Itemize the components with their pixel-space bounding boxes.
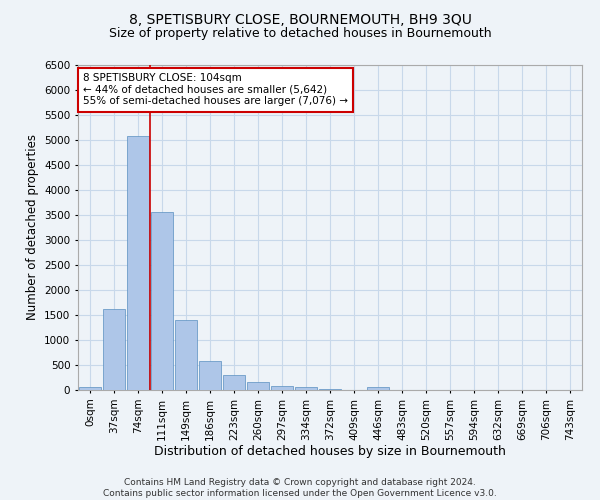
Bar xyxy=(223,375,245,390)
Bar xyxy=(319,389,341,390)
Bar xyxy=(103,309,125,390)
Bar xyxy=(175,320,197,390)
Bar xyxy=(247,382,269,390)
Bar xyxy=(151,212,173,390)
Y-axis label: Number of detached properties: Number of detached properties xyxy=(26,134,38,320)
Text: 8, SPETISBURY CLOSE, BOURNEMOUTH, BH9 3QU: 8, SPETISBURY CLOSE, BOURNEMOUTH, BH9 3Q… xyxy=(128,12,472,26)
Bar xyxy=(367,386,389,390)
X-axis label: Distribution of detached houses by size in Bournemouth: Distribution of detached houses by size … xyxy=(154,446,506,458)
Text: 8 SPETISBURY CLOSE: 104sqm
← 44% of detached houses are smaller (5,642)
55% of s: 8 SPETISBURY CLOSE: 104sqm ← 44% of deta… xyxy=(83,73,348,106)
Bar xyxy=(295,387,317,390)
Bar xyxy=(127,136,149,390)
Bar xyxy=(79,386,101,390)
Text: Size of property relative to detached houses in Bournemouth: Size of property relative to detached ho… xyxy=(109,28,491,40)
Bar xyxy=(271,386,293,390)
Bar xyxy=(199,360,221,390)
Text: Contains HM Land Registry data © Crown copyright and database right 2024.
Contai: Contains HM Land Registry data © Crown c… xyxy=(103,478,497,498)
